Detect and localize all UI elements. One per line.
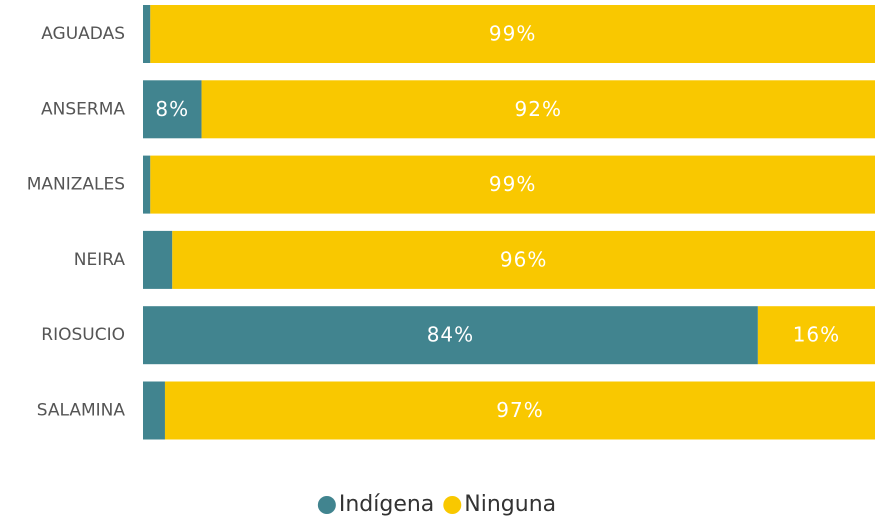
- bar-segment: [150, 5, 875, 63]
- category-label: ANSERMA: [41, 99, 125, 119]
- bar-segment: [164, 381, 875, 440]
- value-label: 16%: [793, 323, 840, 347]
- bar-segment: [143, 155, 151, 214]
- legend-marker: [443, 496, 462, 514]
- category-label: NEIRA: [74, 250, 126, 270]
- legend-label: Ninguna: [464, 492, 556, 517]
- bar-segment: [143, 80, 202, 139]
- bar-segment: [757, 306, 875, 365]
- legend-label: Indígena: [339, 492, 434, 517]
- bar-segment: [150, 155, 875, 214]
- value-label: 84%: [427, 323, 474, 347]
- bar-segment: [172, 230, 875, 289]
- bar-segment: [143, 306, 758, 365]
- bar-segment: [143, 5, 151, 63]
- category-label: MANIZALES: [27, 175, 125, 195]
- category-label: RIOSUCIO: [41, 325, 125, 345]
- value-label: 92%: [515, 97, 562, 121]
- bar-segment: [143, 381, 165, 440]
- bar-segment: [201, 80, 875, 139]
- value-label: 96%: [500, 247, 547, 271]
- category-label: AGUADAS: [41, 24, 125, 44]
- value-label: 99%: [489, 22, 536, 46]
- bar-segment: [143, 230, 173, 289]
- value-label: 99%: [489, 172, 536, 196]
- value-label: 97%: [496, 398, 543, 422]
- legend-marker: [317, 496, 336, 514]
- category-label: SALAMINA: [37, 401, 126, 421]
- value-label: 8%: [155, 97, 189, 121]
